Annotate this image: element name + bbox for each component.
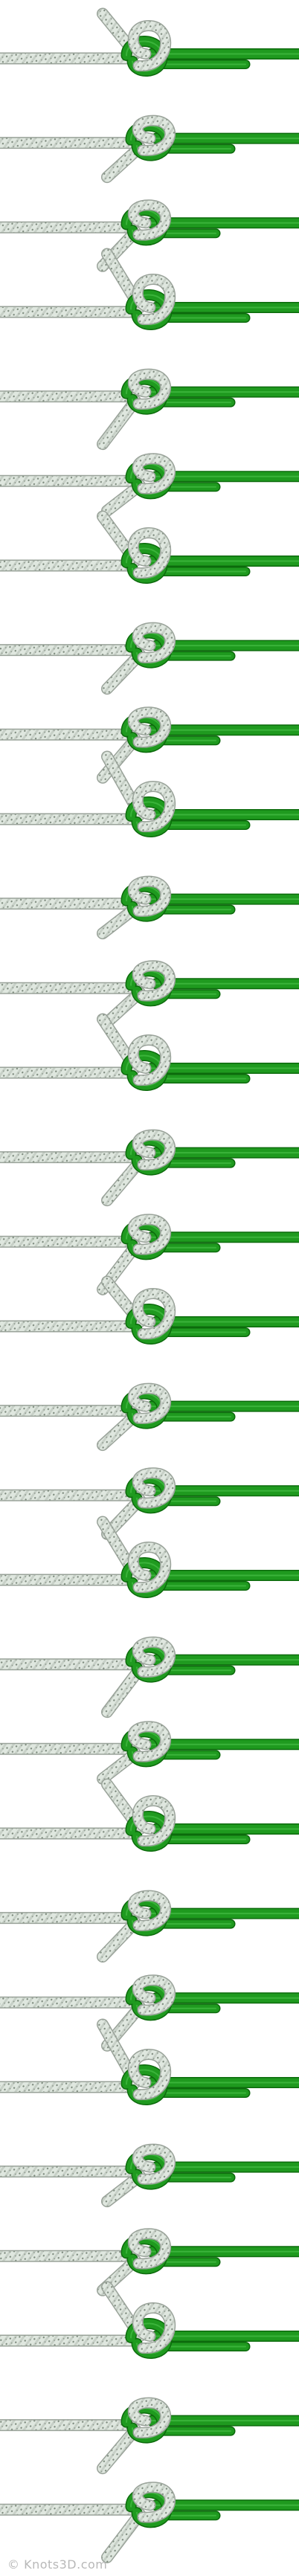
knot-frame (0, 115, 299, 184)
knot-frame (0, 2281, 299, 2359)
knot-frame (0, 1382, 299, 1452)
knot-frame (0, 453, 299, 517)
knot-frame (0, 706, 299, 784)
knot-frame (0, 1974, 299, 2052)
knot-frame (0, 875, 299, 940)
knot-frame (0, 622, 299, 695)
knot-frame (0, 7, 299, 77)
knot-frame (0, 960, 299, 1028)
knot-frame (0, 2143, 299, 2208)
knot-frame (0, 368, 299, 451)
knot-frame (0, 1275, 299, 1345)
knot-frame (0, 2397, 299, 2475)
knot-frame (0, 2228, 299, 2296)
knot-frame (0, 1214, 299, 1295)
knot-frame (0, 248, 299, 330)
knot-frame (0, 1890, 299, 1963)
knot-frame (0, 1467, 299, 1540)
knot-frame (0, 1778, 299, 1852)
knot-frame (0, 1636, 299, 1719)
knot-frame (0, 510, 299, 584)
knot-frame (0, 1129, 299, 1207)
knot-frame (0, 2482, 299, 2563)
copyright-watermark: © Knots3D.com (7, 2557, 108, 2572)
knot-frame (0, 1516, 299, 1598)
knot-frame (0, 1721, 299, 1785)
knot-frame (0, 2018, 299, 2105)
knot-frame (0, 199, 299, 272)
knot-frame (0, 750, 299, 837)
knot-frame (0, 1013, 299, 1091)
